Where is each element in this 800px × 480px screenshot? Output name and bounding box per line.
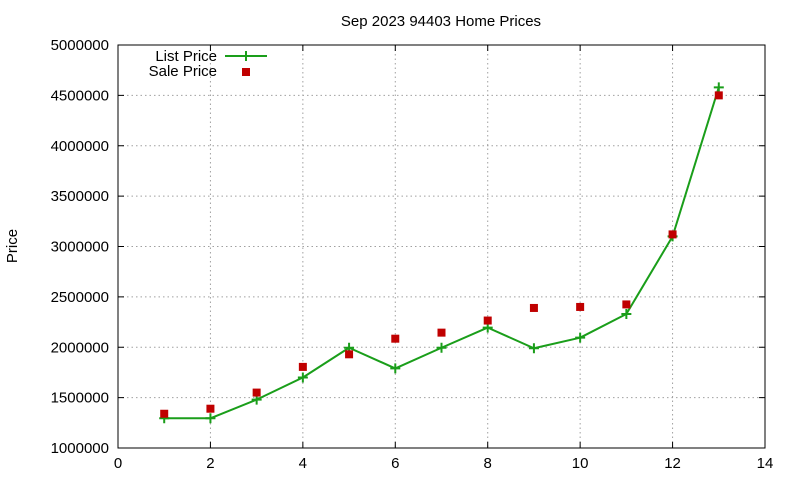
- data-point-list-price: [436, 342, 447, 353]
- legend-marker-sale-price: [242, 68, 250, 76]
- y-tick-label: 1500000: [51, 390, 109, 407]
- y-tick-label: 3000000: [51, 239, 109, 256]
- x-tick-label: 0: [114, 455, 122, 472]
- data-point-sale-price: [529, 303, 538, 312]
- x-tick-label: 4: [299, 455, 307, 472]
- y-tick-label: 2000000: [51, 339, 109, 356]
- y-tick-label: 4000000: [51, 138, 109, 155]
- data-point-sale-price: [252, 388, 261, 397]
- data-point-sale-price: [483, 316, 492, 325]
- legend-label-sale-price: Sale Price: [149, 63, 217, 80]
- x-tick-label: 12: [664, 455, 681, 472]
- data-point-sale-price: [391, 334, 400, 343]
- data-point-list-price: [390, 363, 401, 374]
- x-tick-label: 14: [757, 455, 774, 472]
- data-point-sale-price: [345, 350, 354, 359]
- legend-entry-list-price: List Price: [155, 48, 267, 65]
- legend-marker-list-price: [241, 51, 251, 61]
- data-point-sale-price: [206, 404, 215, 413]
- y-axis-label: Price: [4, 229, 21, 263]
- data-point-list-price: [297, 372, 308, 383]
- y-tick-label: 4500000: [51, 87, 109, 104]
- x-tick-label: 8: [484, 455, 492, 472]
- series-line-list-price: [164, 87, 720, 420]
- data-point-sale-price: [576, 302, 585, 311]
- data-point-sale-price: [668, 230, 677, 239]
- data-point-list-price: [575, 332, 586, 343]
- y-tick-label: 5000000: [51, 37, 109, 54]
- y-tick-label: 1000000: [51, 440, 109, 457]
- data-point-sale-price: [298, 362, 307, 371]
- data-series: [159, 82, 724, 424]
- data-point-sale-price: [160, 409, 169, 418]
- data-point-list-price: [205, 413, 216, 424]
- data-point-list-price: [528, 343, 539, 354]
- axis-ticks: 0 2 4 6 8 10 12 14 1000000 1500000 2000000 2500000 3…: [51, 37, 774, 472]
- x-tick-label: 6: [391, 455, 399, 472]
- data-point-list-price: [621, 309, 632, 320]
- data-point-sale-price: [437, 328, 446, 337]
- chart-title: Sep 2023 94403 Home Prices: [341, 13, 541, 30]
- y-tick-label: 2500000: [51, 289, 109, 306]
- legend-label-list-price: List Price: [155, 48, 217, 65]
- x-tick-label: 10: [572, 455, 589, 472]
- data-point-list-price: [713, 82, 724, 93]
- data-point-sale-price: [622, 300, 631, 309]
- legend: List Price Sale Price: [149, 48, 267, 80]
- x-tick-label: 2: [206, 455, 214, 472]
- data-point-sale-price: [714, 91, 723, 100]
- grid: [118, 45, 765, 448]
- y-tick-label: 3500000: [51, 188, 109, 205]
- legend-entry-sale-price: Sale Price: [149, 63, 250, 80]
